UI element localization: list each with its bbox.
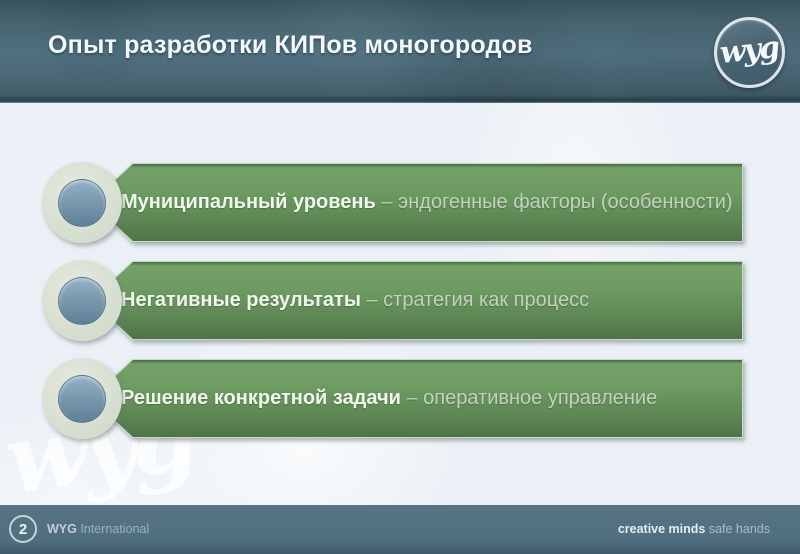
bullet-circle	[42, 260, 122, 341]
slide-header: Опыт разработки КИПов моногородов wyg	[0, 0, 800, 103]
footer-brand-suffix: International	[76, 522, 150, 536]
bullet-circle-inner	[58, 374, 106, 423]
banner-text: Негативные результаты – стратегия как пр…	[121, 289, 589, 312]
banner-text: Муниципальный уровень – эндогенные факто…	[121, 191, 733, 214]
bullet-circle-inner	[58, 276, 106, 325]
list-item: Муниципальный уровень – эндогенные факто…	[0, 162, 800, 244]
banner-text-bold: Муниципальный уровень	[121, 191, 376, 213]
banner-arrow: Муниципальный уровень – эндогенные факто…	[90, 163, 743, 242]
banner-arrow: Негативные результаты – стратегия как пр…	[90, 261, 743, 340]
banner-text-bold: Негативные результаты	[121, 289, 361, 311]
banner-text: Решение конкретной задачи – оперативное …	[121, 387, 657, 410]
footer-brand-name: WYG	[47, 522, 77, 536]
bullet-circle	[42, 162, 122, 243]
banner-surface: Решение конкретной задачи – оперативное …	[91, 360, 742, 437]
page-number-badge: 2	[9, 515, 37, 543]
slide-body: wyg Муниципальный уровень – эндогенные ф…	[0, 103, 800, 516]
bullet-circle	[42, 358, 122, 439]
banner-text-rest: – эндогенные факторы (особенности)	[375, 191, 733, 213]
wyg-logo: wyg	[714, 17, 785, 88]
banner-surface: Негативные результаты – стратегия как пр…	[91, 262, 742, 339]
banner-text-bold: Решение конкретной задачи	[121, 387, 401, 409]
banner-text-rest: – оперативное управление	[400, 387, 658, 409]
footer-brand: WYG International	[47, 522, 149, 536]
bullet-circle-inner	[58, 178, 106, 227]
banner-text-rest: – стратегия как процесс	[360, 289, 590, 311]
wyg-logo-text: wyg	[718, 30, 781, 71]
footer-tagline-rest: safe hands	[705, 522, 770, 536]
footer-tagline: creative minds safe hands	[618, 522, 770, 536]
slide-footer: 2 WYG International creative minds safe …	[0, 505, 800, 554]
footer-tagline-bold: creative minds	[617, 522, 706, 536]
slide-title: Опыт разработки КИПов моногородов	[48, 31, 533, 59]
banner-surface: Муниципальный уровень – эндогенные факто…	[91, 164, 742, 241]
list-item: Негативные результаты – стратегия как пр…	[0, 260, 800, 342]
banner-arrow: Решение конкретной задачи – оперативное …	[90, 359, 743, 438]
list-item: Решение конкретной задачи – оперативное …	[0, 358, 800, 440]
